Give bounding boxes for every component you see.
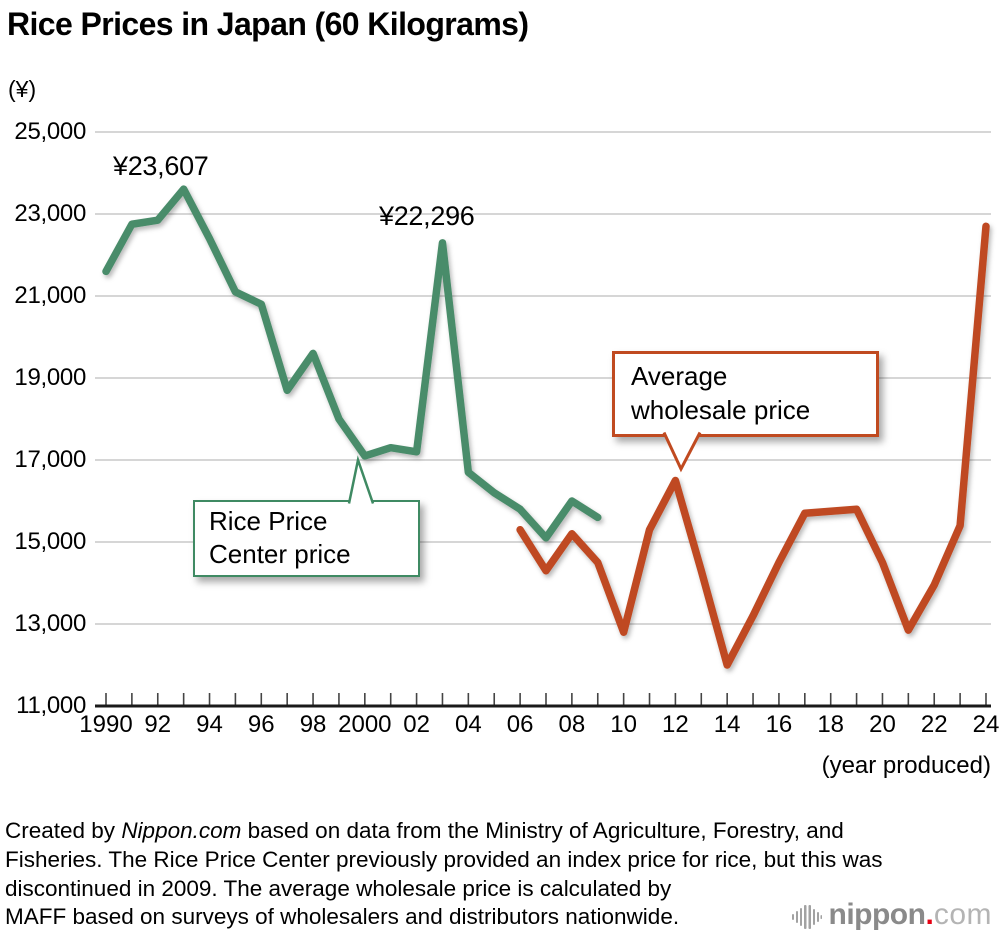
x-tick-label: 96 bbox=[247, 711, 275, 738]
x-tick-label: 2000 bbox=[338, 711, 392, 738]
y-tick-label: 21,000 bbox=[14, 281, 86, 309]
x-tick-label: 06 bbox=[506, 711, 534, 738]
x-tick-label: 10 bbox=[610, 711, 637, 738]
footer-line-2: Fisheries. The Rice Price Center previou… bbox=[5, 846, 883, 872]
x-tick-label: 98 bbox=[299, 711, 327, 738]
x-tick-label: 18 bbox=[817, 711, 845, 738]
x-tick-label: 20 bbox=[869, 711, 896, 738]
callout-orange-line1: Average bbox=[631, 361, 728, 391]
callout-rice-price-center: Rice Price Center price bbox=[193, 500, 420, 577]
logo-text-nippon: nippon bbox=[828, 898, 926, 931]
y-tick-label: 19,000 bbox=[14, 363, 86, 391]
nippon-logo-waveform-icon bbox=[791, 905, 822, 929]
series-line-rice-price-center-price bbox=[102, 185, 602, 542]
x-tick-label: 04 bbox=[454, 711, 482, 738]
y-axis-unit-label: (¥) bbox=[8, 76, 37, 102]
x-tick-label: 16 bbox=[765, 711, 793, 738]
y-tick-label: 13,000 bbox=[14, 609, 86, 637]
nippon-com-italic: Nippon.com bbox=[121, 818, 242, 843]
footer-line-1: Created by Nippon.com based on data from… bbox=[5, 818, 844, 843]
x-tick-label: 12 bbox=[662, 711, 689, 738]
annotation-1993-peak: ¥23,607 bbox=[113, 151, 209, 181]
source-attribution: Created by Nippon.com based on data from… bbox=[5, 817, 995, 932]
logo-red-dot: . bbox=[925, 898, 934, 931]
x-tick-label: 92 bbox=[144, 711, 172, 738]
callout-average-wholesale: Average wholesale price bbox=[612, 351, 879, 437]
y-tick-label: 25,000 bbox=[14, 117, 86, 145]
series-line-average-wholesale-price bbox=[516, 222, 990, 669]
callout-green-line1: Rice Price bbox=[209, 506, 328, 536]
logo-text-com: com bbox=[933, 898, 992, 931]
x-tick-label: 02 bbox=[403, 711, 430, 738]
x-tick-label: 08 bbox=[558, 711, 586, 738]
nippon-com-logo: nippon. com bbox=[791, 898, 993, 932]
y-tick-label: 23,000 bbox=[14, 199, 86, 227]
x-tick-label: 14 bbox=[713, 711, 741, 738]
annotation-2003-peak: ¥22,296 bbox=[379, 201, 475, 231]
chart-title: Rice Prices in Japan (60 Kilograms) bbox=[7, 6, 529, 42]
footer-line-4: MAFF based on surveys of wholesalers and… bbox=[5, 904, 680, 930]
x-tick-label: 22 bbox=[920, 711, 948, 738]
x-tick-label: 1990 bbox=[79, 711, 133, 738]
x-tick-label: 94 bbox=[196, 711, 223, 738]
data-series bbox=[102, 185, 990, 669]
y-tick-label: 17,000 bbox=[14, 445, 86, 473]
x-axis-ticks bbox=[105, 693, 987, 705]
callout-orange-line2: wholesale price bbox=[631, 395, 811, 425]
y-tick-label: 15,000 bbox=[14, 527, 86, 555]
callout-green-line2: Center price bbox=[209, 539, 351, 569]
footer-line-3: discontinued in 2009. The average wholes… bbox=[5, 875, 672, 901]
y-tick-label: 11,000 bbox=[16, 691, 86, 719]
x-axis-note: (year produced) bbox=[821, 752, 991, 779]
x-tick-label: 24 bbox=[972, 711, 1000, 738]
